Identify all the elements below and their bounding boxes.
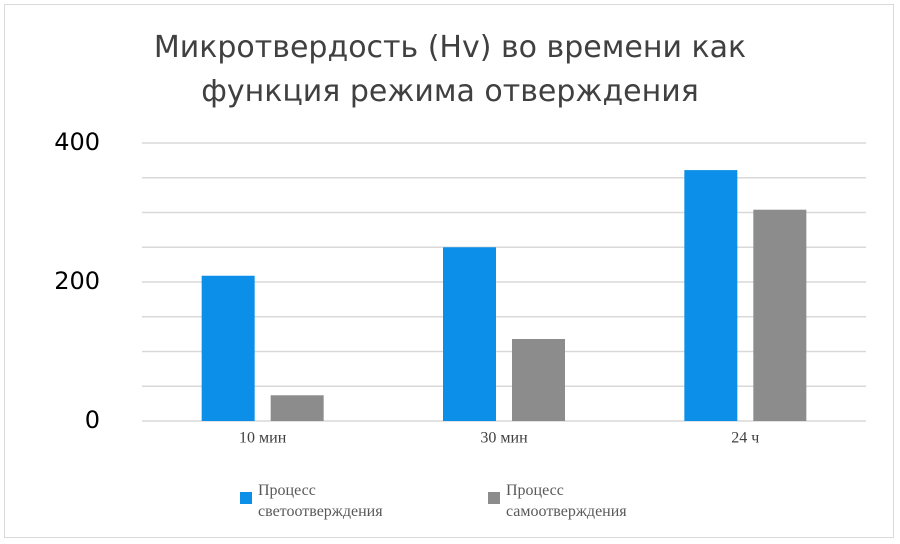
- legend-swatch: [488, 492, 500, 504]
- chart-frame: [4, 4, 894, 538]
- legend-label: Процесс светоотверждения: [258, 482, 383, 520]
- y-tick-label: 200: [54, 267, 100, 295]
- legend-label: Процесс самоотверждения: [506, 482, 627, 520]
- x-tick-label: 24 ч: [731, 430, 759, 447]
- chart-title: Микротвердость (Hv) во времени как функц…: [153, 30, 747, 109]
- y-tick-label: 0: [85, 406, 100, 434]
- y-tick-label: 400: [54, 128, 100, 156]
- bar: [270, 395, 324, 421]
- legend-swatch: [240, 492, 252, 504]
- bar: [512, 338, 565, 421]
- legend-entry: Процесс самоотверждения: [488, 480, 676, 522]
- x-tick-label: 30 мин: [480, 430, 528, 447]
- legend-entry: Процесс светоотверждения: [240, 480, 428, 522]
- bar: [201, 275, 255, 421]
- bar: [684, 170, 738, 421]
- bar: [443, 247, 496, 421]
- legend: Процесс светоотверждения Процесс самоотве…: [240, 480, 676, 522]
- bar: [753, 209, 807, 421]
- x-tick-label: 10 мин: [239, 430, 287, 447]
